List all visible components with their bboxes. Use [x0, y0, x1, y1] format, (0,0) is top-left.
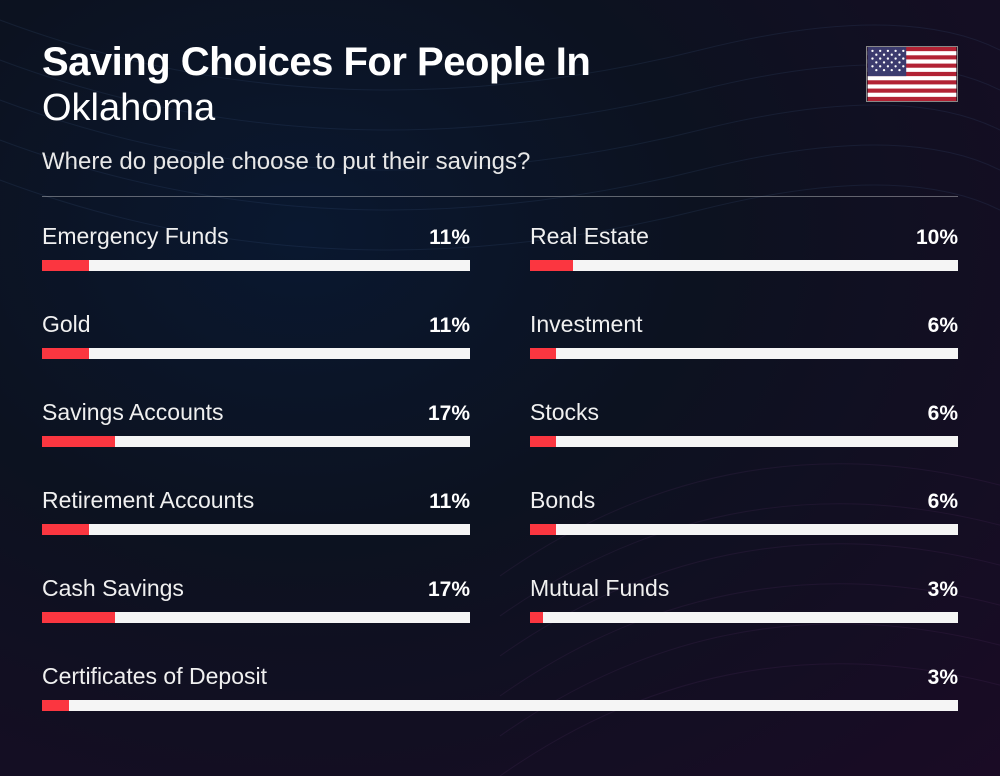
bar-value: 17% — [428, 578, 470, 602]
bar-value: 6% — [928, 314, 958, 338]
bar-label: Savings Accounts — [42, 399, 224, 426]
bar-track — [530, 436, 958, 447]
bar-item: Savings Accounts 17% — [42, 399, 470, 447]
bar-fill — [530, 348, 556, 359]
bar-track — [42, 524, 470, 535]
bar-track — [42, 436, 470, 447]
bar-item: Investment 6% — [530, 311, 958, 359]
bar-item: Mutual Funds 3% — [530, 575, 958, 623]
bar-fill — [42, 260, 89, 271]
bar-label: Real Estate — [530, 223, 649, 250]
bar-fill — [530, 612, 543, 623]
bar-fill — [530, 260, 573, 271]
bar-fill — [530, 436, 556, 447]
bar-value: 17% — [428, 402, 470, 426]
bar-item: Retirement Accounts 11% — [42, 487, 470, 535]
bar-value: 11% — [429, 490, 470, 514]
bar-value: 11% — [429, 314, 470, 338]
bar-item: Emergency Funds 11% — [42, 223, 470, 271]
bar-label: Emergency Funds — [42, 223, 229, 250]
bar-label: Gold — [42, 311, 91, 338]
bar-item: Real Estate 10% — [530, 223, 958, 271]
bar-label: Investment — [530, 311, 643, 338]
bar-track — [530, 612, 958, 623]
bar-fill — [42, 700, 69, 711]
bar-item: Cash Savings 17% — [42, 575, 470, 623]
bar-value: 6% — [928, 402, 958, 426]
bar-value: 11% — [429, 226, 470, 250]
divider — [42, 196, 958, 197]
bar-fill — [42, 348, 89, 359]
subtitle: Where do people choose to put their savi… — [42, 148, 866, 176]
bar-label: Retirement Accounts — [42, 487, 254, 514]
bar-label: Bonds — [530, 487, 595, 514]
bar-item: Certificates of Deposit 3% — [42, 663, 958, 711]
bar-value: 3% — [928, 578, 958, 602]
bars-grid: Emergency Funds 11% Real Estate 10% Gold 11% I… — [42, 223, 958, 711]
title-main: Saving Choices For People In — [42, 40, 866, 84]
bar-track — [530, 524, 958, 535]
bar-fill — [42, 524, 89, 535]
bar-fill — [42, 612, 115, 623]
bar-value: 3% — [928, 666, 958, 690]
header: Saving Choices For People In Oklahoma Wh… — [42, 40, 958, 176]
bar-track — [42, 700, 958, 711]
title-state: Oklahoma — [42, 86, 866, 132]
bar-item: Bonds 6% — [530, 487, 958, 535]
bar-label: Cash Savings — [42, 575, 184, 602]
bar-track — [42, 260, 470, 271]
bar-value: 10% — [916, 226, 958, 250]
us-flag-icon — [866, 46, 958, 102]
bar-fill — [42, 436, 115, 447]
bar-label: Mutual Funds — [530, 575, 669, 602]
bar-label: Stocks — [530, 399, 599, 426]
bar-item: Gold 11% — [42, 311, 470, 359]
bar-track — [530, 348, 958, 359]
bar-track — [530, 260, 958, 271]
bar-value: 6% — [928, 490, 958, 514]
bar-label: Certificates of Deposit — [42, 663, 267, 690]
bar-item: Stocks 6% — [530, 399, 958, 447]
bar-track — [42, 612, 470, 623]
bar-track — [42, 348, 470, 359]
bar-fill — [530, 524, 556, 535]
